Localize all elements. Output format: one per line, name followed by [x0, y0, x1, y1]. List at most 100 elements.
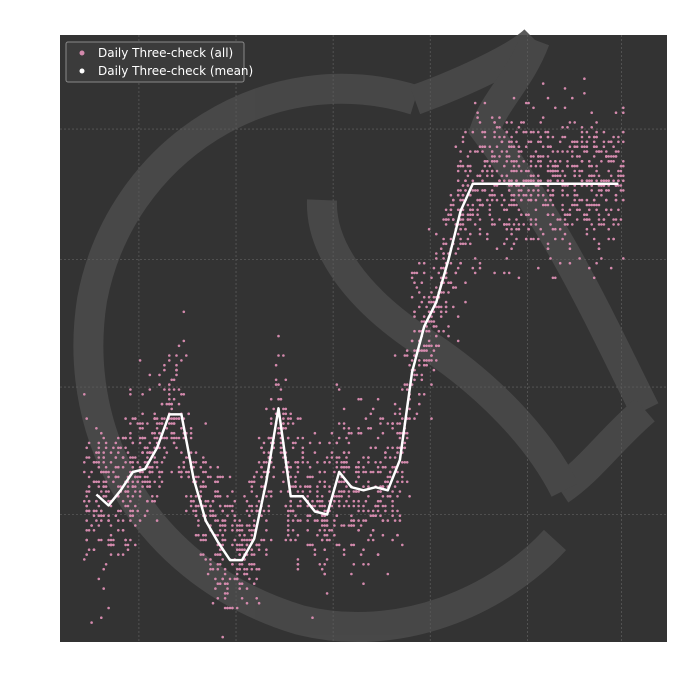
- scatter-point: [493, 121, 496, 124]
- scatter-point: [138, 465, 142, 469]
- scatter-point: [476, 150, 479, 153]
- scatter-point: [364, 499, 368, 503]
- scatter-point: [143, 480, 147, 484]
- scatter-point: [175, 446, 178, 450]
- scatter-point: [238, 587, 241, 590]
- scatter-point: [546, 213, 550, 216]
- scatter-point: [87, 548, 91, 551]
- scatter-point: [439, 266, 443, 270]
- scatter-point: [369, 470, 373, 474]
- scatter-point: [515, 179, 518, 182]
- scatter-point: [566, 213, 569, 216]
- scatter-point: [245, 509, 249, 513]
- scatter-point: [619, 169, 623, 173]
- scatter-point: [87, 499, 91, 503]
- scatter-point: [622, 130, 625, 134]
- scatter-point: [398, 519, 402, 522]
- scatter-point: [185, 354, 188, 357]
- scatter-point: [512, 223, 516, 226]
- scatter-point: [214, 553, 217, 556]
- scatter-point: [330, 451, 334, 454]
- scatter-point: [478, 198, 482, 202]
- scatter-point: [313, 519, 317, 522]
- scatter-point: [202, 485, 205, 488]
- scatter-point: [456, 339, 460, 343]
- scatter-point: [117, 519, 120, 522]
- scatter-point: [483, 145, 487, 148]
- scatter-point: [221, 543, 224, 547]
- scatter-point: [95, 499, 98, 503]
- scatter-point: [146, 456, 149, 459]
- scatter-point: [578, 174, 581, 178]
- scatter-point: [456, 266, 460, 270]
- scatter-point: [597, 189, 601, 192]
- scatter-point: [471, 213, 475, 216]
- scatter-point: [456, 169, 460, 173]
- scatter-point: [422, 363, 426, 367]
- scatter-point: [316, 461, 319, 464]
- scatter-point: [170, 436, 173, 440]
- scatter-point: [454, 145, 458, 148]
- scatter-point: [279, 388, 283, 391]
- scatter-point: [357, 397, 360, 401]
- scatter-point: [391, 490, 394, 493]
- scatter-point: [600, 193, 603, 197]
- scatter-point: [335, 456, 339, 459]
- scatter-point: [206, 475, 210, 479]
- scatter-point: [393, 354, 397, 357]
- scatter-point: [357, 499, 360, 503]
- scatter-point: [554, 106, 557, 110]
- scatter-point: [432, 266, 436, 270]
- scatter-point: [342, 524, 346, 527]
- scatter-point: [265, 407, 268, 411]
- scatter-point: [134, 485, 137, 488]
- scatter-point: [592, 135, 596, 139]
- scatter-point: [308, 543, 312, 547]
- scatter-point: [622, 140, 625, 144]
- scatter-point: [240, 543, 244, 547]
- scatter-point: [600, 160, 603, 163]
- scatter-point: [345, 461, 348, 464]
- scatter-point: [216, 582, 220, 585]
- scatter-point: [354, 490, 358, 493]
- scatter-point: [129, 436, 132, 440]
- scatter-point: [286, 529, 290, 532]
- scatter-point: [129, 422, 132, 425]
- scatter-point: [592, 155, 596, 158]
- scatter-point: [245, 538, 249, 542]
- scatter-point: [218, 548, 222, 551]
- scatter-point: [352, 563, 356, 566]
- scatter-point: [248, 529, 251, 532]
- scatter-point: [583, 145, 586, 148]
- scatter-point: [503, 271, 506, 275]
- scatter-point: [311, 543, 314, 547]
- scatter-point: [478, 218, 482, 221]
- scatter-point: [197, 475, 200, 479]
- scatter-point: [296, 563, 300, 566]
- scatter-point: [202, 480, 205, 484]
- scatter-point: [529, 223, 533, 226]
- scatter-point: [104, 490, 108, 493]
- scatter-point: [500, 203, 504, 207]
- scatter-point: [549, 145, 552, 148]
- scatter-point: [146, 422, 149, 425]
- scatter-point: [124, 543, 127, 547]
- scatter-point: [602, 130, 606, 134]
- scatter-point: [206, 499, 210, 503]
- scatter-point: [483, 160, 487, 163]
- scatter-point: [585, 213, 589, 216]
- scatter-point: [476, 111, 479, 114]
- scatter-point: [226, 606, 229, 610]
- scatter-point: [622, 198, 625, 202]
- scatter-point: [515, 218, 518, 221]
- scatter-point: [595, 121, 598, 124]
- scatter-point: [413, 378, 416, 382]
- scatter-point: [503, 198, 506, 202]
- scatter-point: [405, 388, 409, 391]
- scatter-point: [352, 524, 356, 527]
- scatter-point: [505, 223, 509, 226]
- scatter-point: [420, 373, 424, 377]
- scatter-point: [170, 378, 173, 382]
- scatter-point: [316, 485, 319, 488]
- scatter-point: [141, 451, 144, 454]
